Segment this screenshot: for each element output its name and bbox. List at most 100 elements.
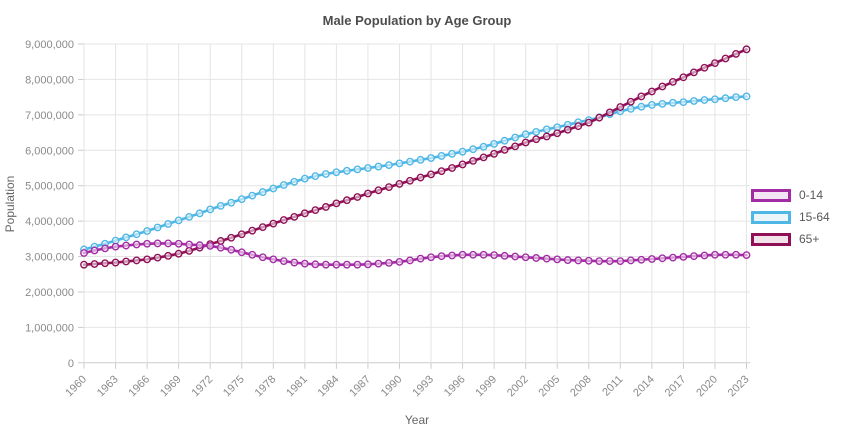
data-point-15-64-2012[interactable] bbox=[626, 104, 635, 113]
data-point-0-14-1967[interactable] bbox=[153, 239, 162, 248]
data-point-65+-1987[interactable] bbox=[364, 189, 372, 198]
data-point-0-14-2015[interactable] bbox=[658, 254, 667, 263]
data-point-65+-2018[interactable] bbox=[690, 68, 698, 77]
data-point-0-14-2013[interactable] bbox=[637, 255, 646, 264]
data-point-0-14-1969[interactable] bbox=[174, 239, 183, 248]
data-point-65+-1995[interactable] bbox=[448, 164, 456, 172]
data-point-0-14-1976[interactable] bbox=[248, 250, 257, 259]
data-point-65+-2009[interactable] bbox=[595, 113, 604, 122]
data-point-65+-1970[interactable] bbox=[185, 246, 194, 255]
data-point-65+-2019[interactable] bbox=[700, 63, 709, 72]
data-point-0-14-1995[interactable] bbox=[448, 251, 456, 260]
data-point-15-64-2002[interactable] bbox=[521, 130, 530, 139]
data-point-0-14-2002[interactable] bbox=[521, 253, 530, 262]
data-point-65+-1991[interactable] bbox=[406, 176, 414, 185]
data-point-15-64-1976[interactable] bbox=[248, 191, 257, 200]
data-point-15-64-1997[interactable] bbox=[469, 145, 477, 154]
data-point-15-64-2020[interactable] bbox=[711, 95, 719, 104]
data-point-65+-2002[interactable] bbox=[521, 138, 530, 147]
data-point-15-64-1986[interactable] bbox=[353, 165, 362, 174]
data-point-65+-1980[interactable] bbox=[290, 212, 299, 221]
data-point-0-14-1971[interactable] bbox=[195, 241, 204, 250]
data-point-65+-1986[interactable] bbox=[353, 193, 362, 201]
data-point-65+-2006[interactable] bbox=[563, 125, 572, 134]
data-point-0-14-2023[interactable] bbox=[742, 251, 751, 260]
data-point-15-64-1968[interactable] bbox=[164, 220, 173, 228]
data-point-0-14-2004[interactable] bbox=[542, 254, 551, 263]
data-point-15-64-1992[interactable] bbox=[416, 155, 425, 164]
legend-item-15-64[interactable]: 15-64 bbox=[751, 211, 830, 224]
data-point-65+-1977[interactable] bbox=[258, 223, 267, 232]
data-point-0-14-2001[interactable] bbox=[511, 252, 520, 261]
data-point-15-64-1980[interactable] bbox=[290, 177, 299, 186]
data-point-65+-1961[interactable] bbox=[90, 260, 99, 268]
data-point-65+-1978[interactable] bbox=[269, 219, 278, 228]
data-point-0-14-1991[interactable] bbox=[406, 256, 414, 265]
data-point-65+-1975[interactable] bbox=[237, 230, 246, 239]
data-point-65+-2015[interactable] bbox=[658, 82, 667, 91]
data-point-15-64-2001[interactable] bbox=[511, 133, 520, 142]
data-point-15-64-1977[interactable] bbox=[258, 188, 267, 196]
data-point-15-64-1971[interactable] bbox=[195, 209, 204, 218]
data-point-0-14-2010[interactable] bbox=[605, 257, 614, 266]
data-point-0-14-1997[interactable] bbox=[469, 250, 477, 259]
data-point-0-14-1974[interactable] bbox=[227, 245, 236, 254]
data-point-65+-1973[interactable] bbox=[216, 237, 225, 245]
data-point-0-14-2014[interactable] bbox=[647, 255, 656, 263]
data-point-0-14-2019[interactable] bbox=[700, 251, 709, 260]
data-point-0-14-1962[interactable] bbox=[101, 244, 109, 253]
data-point-0-14-1980[interactable] bbox=[290, 258, 299, 267]
data-point-0-14-1994[interactable] bbox=[437, 252, 446, 261]
data-point-0-14-1972[interactable] bbox=[206, 242, 215, 250]
data-point-15-64-2019[interactable] bbox=[700, 96, 709, 104]
data-point-0-14-1961[interactable] bbox=[90, 246, 99, 255]
data-point-65+-1979[interactable] bbox=[279, 216, 288, 224]
data-point-0-14-1977[interactable] bbox=[258, 253, 267, 262]
data-point-0-14-2007[interactable] bbox=[574, 256, 583, 265]
data-point-15-64-1978[interactable] bbox=[269, 184, 278, 193]
data-point-0-14-1996[interactable] bbox=[458, 250, 467, 259]
data-point-0-14-1965[interactable] bbox=[132, 240, 141, 249]
data-point-65+-1985[interactable] bbox=[342, 196, 351, 205]
data-point-65+-1981[interactable] bbox=[300, 209, 309, 218]
data-point-0-14-1988[interactable] bbox=[374, 259, 383, 268]
data-point-0-14-2021[interactable] bbox=[721, 250, 730, 259]
data-point-15-64-1975[interactable] bbox=[237, 195, 246, 204]
data-point-65+-1960[interactable] bbox=[80, 260, 88, 269]
data-point-0-14-1985[interactable] bbox=[342, 260, 351, 269]
data-point-15-64-1964[interactable] bbox=[122, 233, 130, 242]
data-point-65+-1989[interactable] bbox=[385, 183, 393, 192]
data-point-65+-1966[interactable] bbox=[143, 255, 151, 264]
data-point-15-64-1974[interactable] bbox=[227, 198, 236, 207]
data-point-15-64-1991[interactable] bbox=[406, 157, 414, 166]
data-point-0-14-1987[interactable] bbox=[364, 260, 372, 269]
data-point-65+-1967[interactable] bbox=[153, 253, 162, 262]
data-point-15-64-2000[interactable] bbox=[500, 136, 509, 145]
data-point-65+-1982[interactable] bbox=[311, 206, 320, 215]
data-point-0-14-2000[interactable] bbox=[500, 251, 509, 260]
data-point-0-14-2008[interactable] bbox=[584, 256, 593, 265]
data-point-65+-2000[interactable] bbox=[500, 146, 509, 154]
data-point-15-64-2004[interactable] bbox=[542, 125, 551, 134]
data-point-15-64-1972[interactable] bbox=[206, 205, 215, 214]
data-point-0-14-1983[interactable] bbox=[321, 260, 330, 269]
data-point-65+-1997[interactable] bbox=[469, 156, 477, 165]
data-point-0-14-2003[interactable] bbox=[532, 254, 541, 262]
data-point-15-64-2013[interactable] bbox=[637, 102, 646, 111]
data-point-15-64-1994[interactable] bbox=[437, 152, 446, 160]
data-point-65+-1965[interactable] bbox=[132, 256, 141, 265]
data-point-65+-1984[interactable] bbox=[332, 199, 341, 208]
data-point-65+-2016[interactable] bbox=[668, 78, 677, 86]
data-point-0-14-2012[interactable] bbox=[626, 256, 635, 265]
data-point-65+-2012[interactable] bbox=[626, 97, 635, 106]
data-point-0-14-1999[interactable] bbox=[490, 251, 499, 260]
data-point-65+-2023[interactable] bbox=[742, 45, 751, 54]
data-point-15-64-1989[interactable] bbox=[385, 161, 393, 170]
data-point-15-64-1984[interactable] bbox=[332, 168, 341, 177]
data-point-0-14-1960[interactable] bbox=[80, 249, 88, 257]
data-point-65+-2005[interactable] bbox=[553, 129, 562, 138]
data-point-15-64-1983[interactable] bbox=[321, 170, 330, 178]
data-point-0-14-2022[interactable] bbox=[732, 250, 740, 259]
data-point-65+-1964[interactable] bbox=[122, 257, 130, 266]
